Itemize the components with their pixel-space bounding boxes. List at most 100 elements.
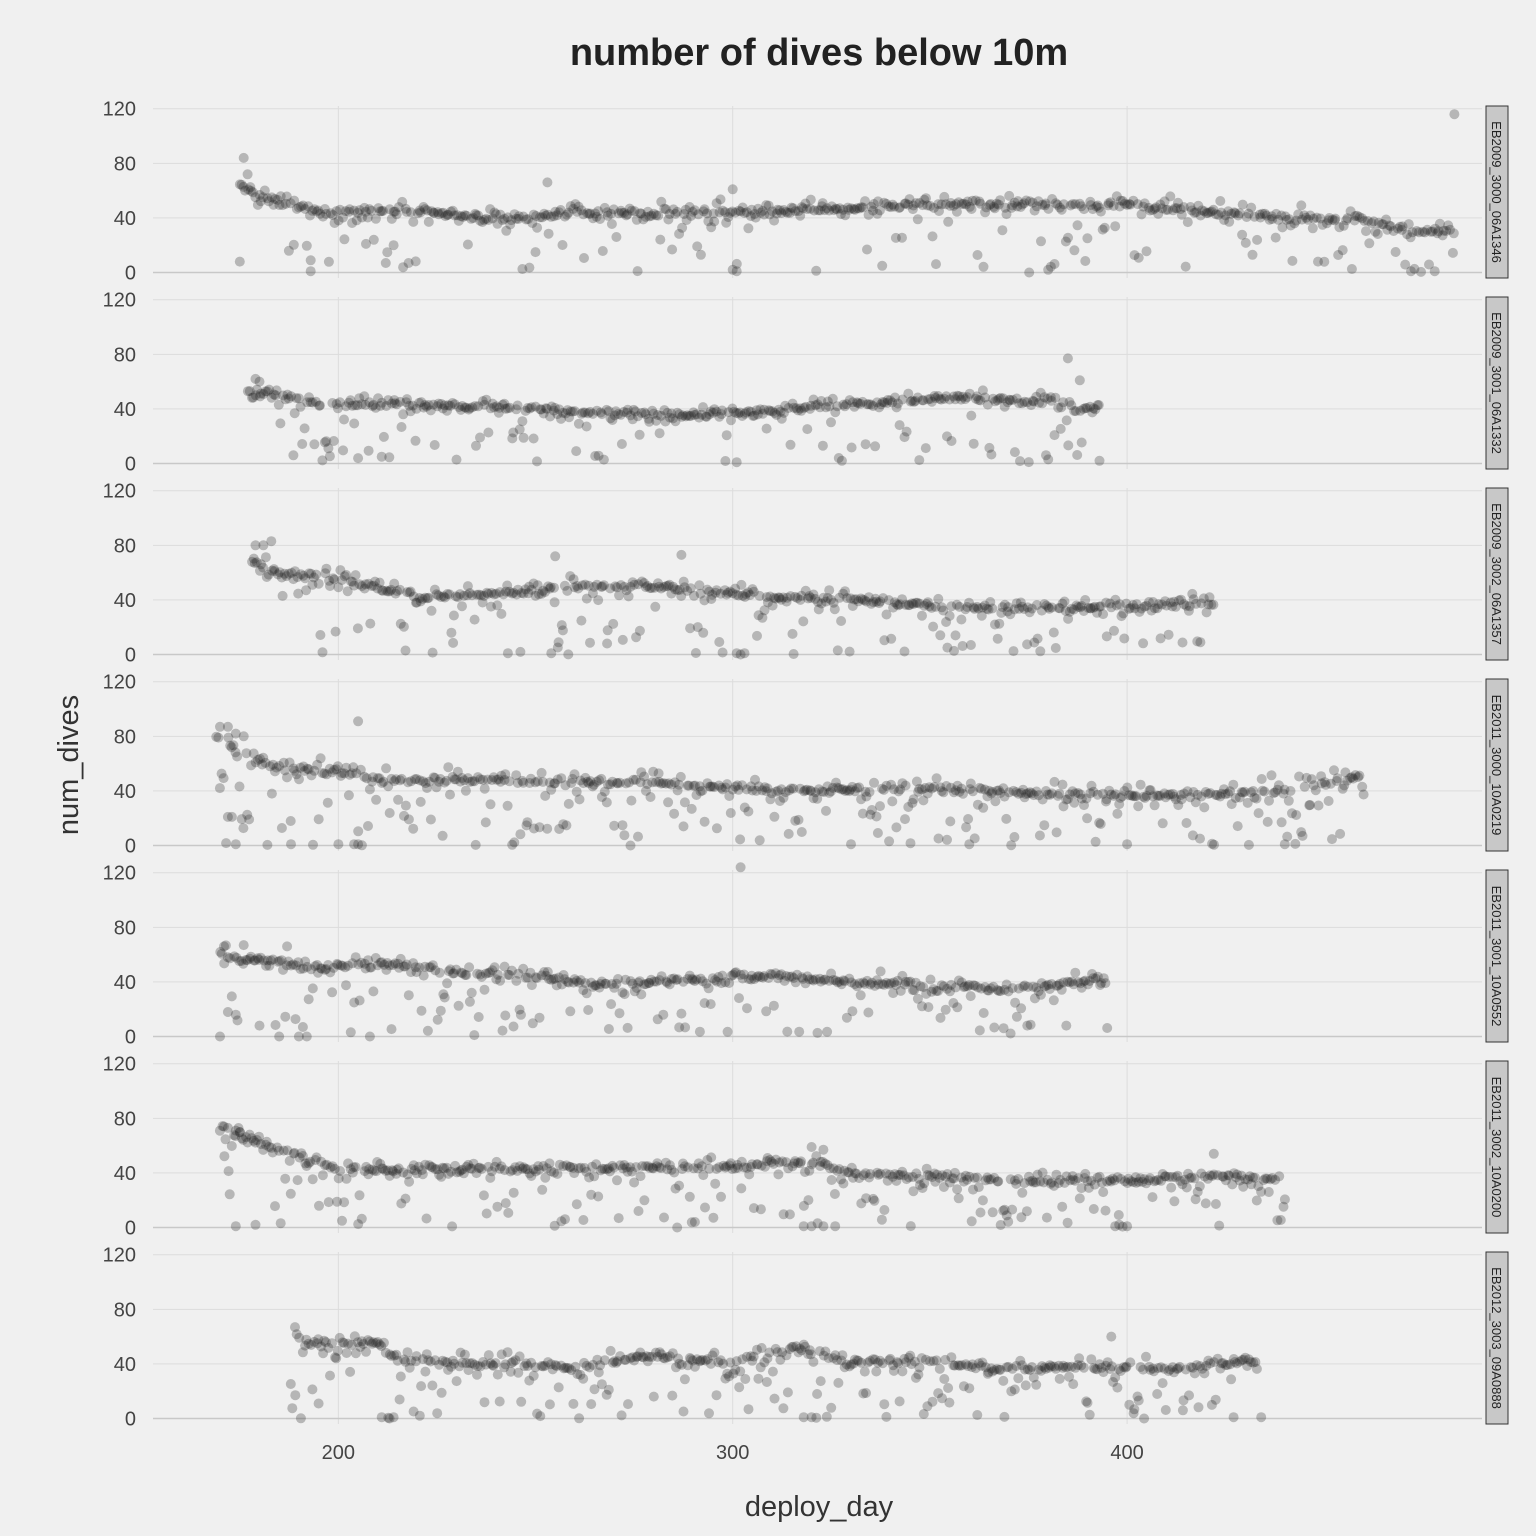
data-point: [1139, 601, 1150, 612]
data-point: [1092, 607, 1102, 618]
data-point: [1206, 599, 1217, 610]
data-point: [542, 823, 553, 834]
data-point: [380, 258, 391, 268]
data-point: [1203, 599, 1214, 610]
data-point: [785, 591, 796, 602]
data-point: [1406, 266, 1416, 277]
data-point: [700, 1202, 710, 1213]
data-point: [963, 814, 974, 824]
data-point: [391, 209, 402, 220]
data-point: [1422, 224, 1433, 235]
data-point: [315, 630, 326, 640]
data-point: [432, 1014, 443, 1025]
data-point: [977, 1195, 988, 1206]
data-point: [268, 199, 279, 210]
data-point: [735, 834, 746, 845]
data-point: [919, 194, 930, 205]
data-point: [345, 1366, 356, 1377]
data-point: [805, 592, 816, 603]
data-point: [778, 205, 789, 215]
y-tick-label: 120: [103, 99, 136, 121]
data-point: [586, 1399, 597, 1410]
data-point: [1047, 194, 1058, 204]
data-point: [1277, 222, 1288, 233]
data-point: [603, 406, 614, 417]
data-point: [972, 250, 983, 260]
data-point: [694, 580, 705, 591]
data-point: [793, 814, 804, 825]
data-point: [1131, 599, 1142, 610]
data-point: [297, 1022, 308, 1032]
data-point: [288, 239, 299, 250]
data-point: [829, 205, 839, 216]
data-point: [727, 588, 738, 599]
data-point: [313, 205, 324, 216]
data-point: [687, 206, 698, 217]
data-point: [1251, 1195, 1262, 1206]
data-point: [552, 210, 563, 221]
data-point: [317, 768, 328, 779]
data-point: [743, 587, 753, 598]
data-point: [274, 1031, 285, 1042]
data-point: [748, 411, 758, 421]
data-point: [415, 596, 426, 607]
data-point: [906, 598, 917, 609]
data-point: [842, 202, 853, 213]
data-point: [778, 407, 789, 418]
data-point: [1133, 252, 1144, 263]
y-tick-label: 40: [114, 1354, 136, 1376]
data-point: [485, 403, 496, 414]
data-point: [1416, 266, 1426, 277]
data-point: [899, 432, 910, 443]
data-point: [535, 404, 546, 415]
data-point: [1149, 203, 1160, 214]
data-point: [528, 1370, 539, 1381]
data-point: [368, 772, 379, 783]
data-point: [1007, 200, 1018, 211]
data-point: [439, 400, 450, 411]
data-point: [650, 601, 661, 612]
data-point: [446, 627, 457, 638]
data-point: [705, 406, 716, 417]
data-point: [423, 592, 434, 603]
data-point: [449, 399, 460, 410]
data-point: [232, 751, 243, 762]
data-point: [642, 581, 653, 591]
data-point: [378, 205, 388, 216]
data-point: [648, 408, 659, 419]
data-point: [1009, 447, 1020, 458]
data-point: [674, 584, 685, 595]
data-point: [1055, 423, 1066, 434]
data-point: [242, 386, 253, 397]
data-point: [310, 396, 321, 407]
data-point: [384, 452, 395, 463]
data-point: [311, 569, 322, 580]
data-point: [928, 202, 939, 213]
data-point: [1200, 1198, 1211, 1209]
data-point: [715, 588, 726, 599]
data-point: [436, 592, 446, 602]
data-point: [573, 418, 584, 429]
data-point: [462, 239, 473, 250]
data-point: [661, 581, 672, 592]
data-point: [330, 626, 341, 637]
data-point: [918, 395, 929, 406]
data-point: [1181, 818, 1192, 828]
data-point: [356, 840, 367, 851]
data-point: [481, 587, 492, 598]
data-point: [1419, 227, 1430, 238]
data-point: [327, 987, 338, 998]
data-point: [1147, 205, 1158, 215]
data-point: [785, 439, 796, 450]
data-point: [1438, 225, 1449, 236]
data-point: [1194, 1181, 1205, 1192]
data-point: [1407, 227, 1418, 238]
data-point: [1359, 215, 1370, 226]
data-point: [914, 455, 925, 466]
data-point: [1226, 208, 1237, 219]
data-point: [292, 572, 303, 583]
data-point: [733, 408, 744, 419]
data-point: [1390, 247, 1401, 257]
data-point: [452, 592, 463, 603]
data-point: [1061, 415, 1072, 426]
